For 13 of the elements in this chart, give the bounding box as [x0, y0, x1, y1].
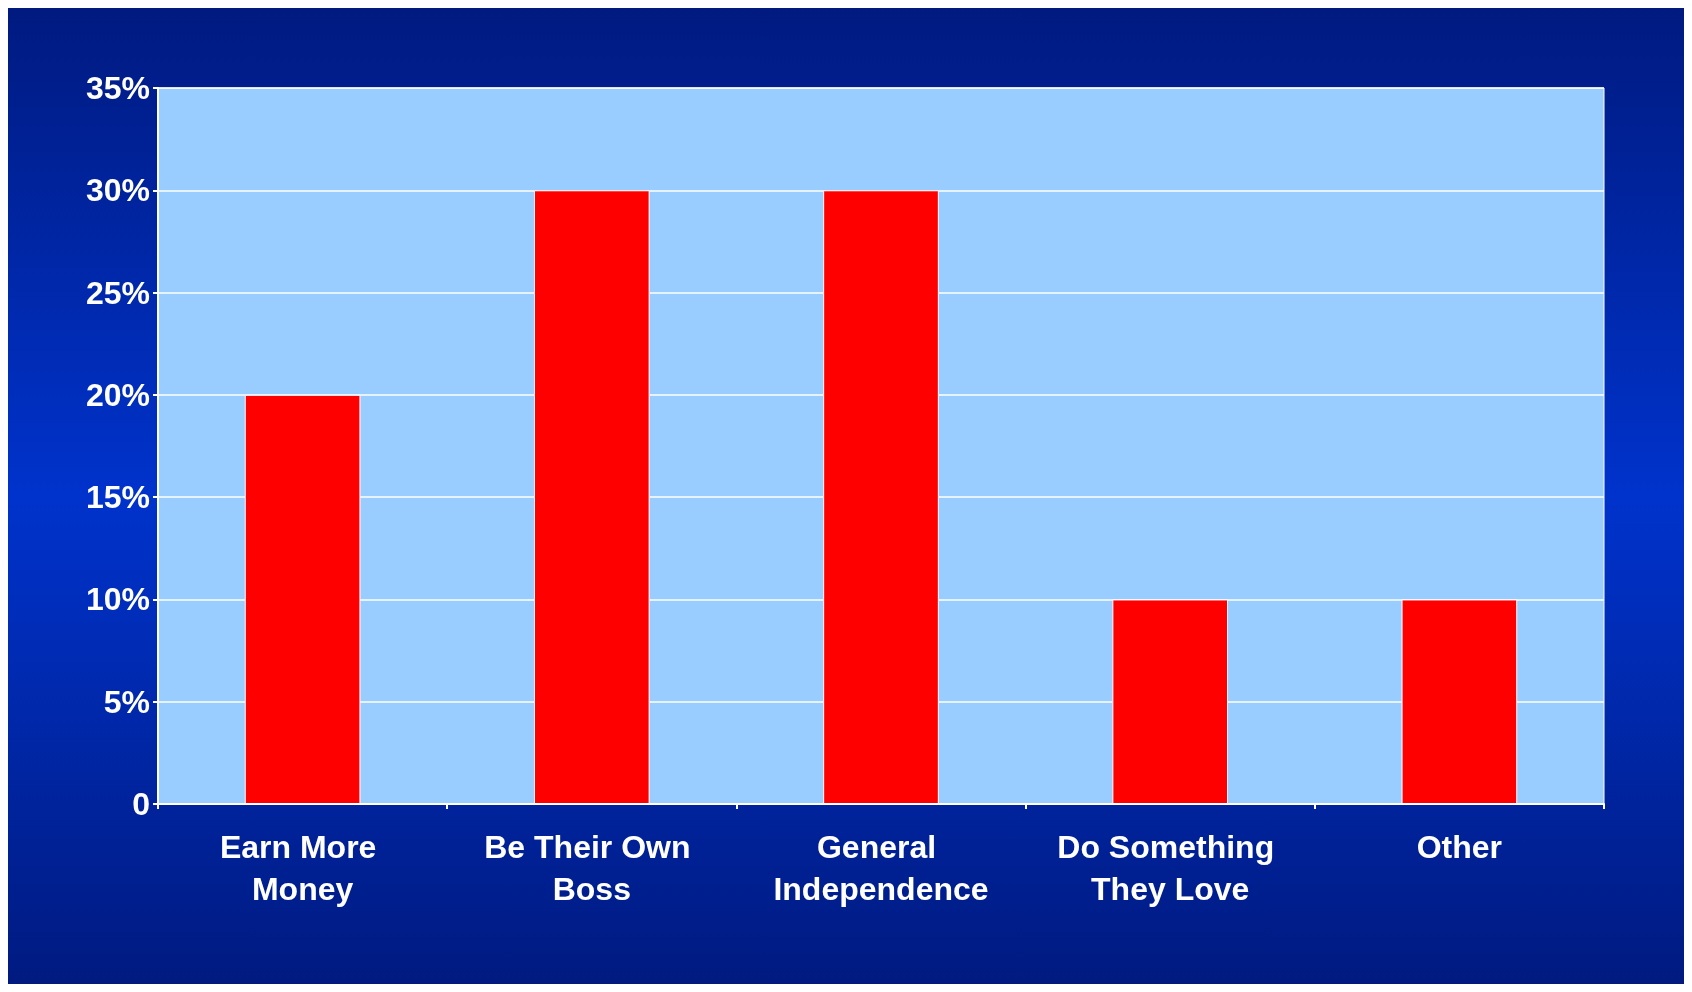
x-tick-label: General Independence	[773, 829, 989, 907]
y-tick-label: 25%	[85, 274, 150, 311]
y-tick-label: 15%	[85, 479, 150, 516]
y-tick-label: 5%	[103, 683, 150, 720]
y-tick-label: 35%	[85, 70, 150, 106]
x-tick-label: Do Something They Love	[1057, 829, 1284, 907]
x-tick-label: Be Their Own Boss	[484, 829, 700, 907]
x-tick-label: Other	[1416, 829, 1503, 865]
y-tick-label: 30%	[85, 172, 150, 209]
y-tick-label: 20%	[85, 376, 150, 413]
y-tick-label: 10%	[85, 581, 150, 618]
y-tick-label: 0	[132, 786, 150, 822]
x-tick-label: Earn More Money	[219, 829, 386, 907]
